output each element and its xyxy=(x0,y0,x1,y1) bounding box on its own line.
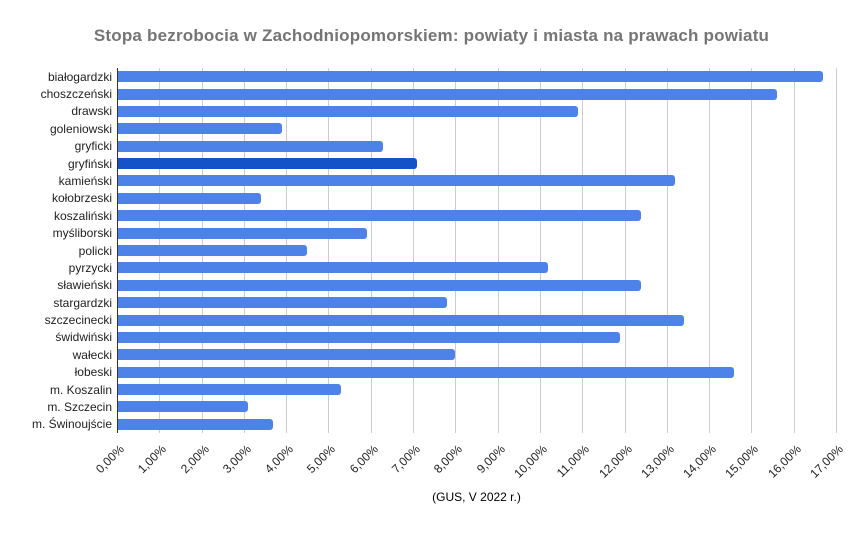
bar xyxy=(118,140,384,152)
category-label: goleniowski xyxy=(49,121,112,136)
category-label: gryfiński xyxy=(67,156,112,171)
x-axis: 0,00% 1,00% 2,00% 3,00% 4,00% 5,00% 6,00% 7,00%… xyxy=(93,433,846,493)
x-axis-title: (GUS, V 2022 r.) xyxy=(432,490,521,504)
category-label: myśliborski xyxy=(52,226,112,241)
bar xyxy=(118,349,456,361)
axis-baseline xyxy=(117,68,118,433)
bar xyxy=(118,71,824,83)
bar xyxy=(118,262,549,274)
bar xyxy=(118,175,676,187)
category-label: kamieński xyxy=(58,173,112,188)
category-label: wałecki xyxy=(72,347,112,362)
gridline xyxy=(539,68,541,433)
category-label: stargardzki xyxy=(53,295,112,310)
category-label: łobeski xyxy=(74,365,112,380)
plot-area: białogardzki choszczeński drawski goleniows… xyxy=(32,68,837,433)
bar xyxy=(118,210,642,222)
gridline xyxy=(836,68,837,433)
gridline xyxy=(455,68,457,433)
category-label: drawski xyxy=(71,104,112,119)
bar-highlighted xyxy=(118,158,418,170)
bar xyxy=(118,384,342,396)
category-label: koszaliński xyxy=(53,208,112,223)
bar xyxy=(118,366,735,378)
bar xyxy=(118,418,274,430)
bar xyxy=(118,227,367,239)
bar xyxy=(118,314,684,326)
gridline xyxy=(413,68,415,433)
category-label: szczecinecki xyxy=(44,313,112,328)
category-label: m. Świnoujście xyxy=(31,417,112,432)
gridline xyxy=(582,68,584,433)
bar xyxy=(118,279,642,291)
gridline xyxy=(666,68,668,433)
bar xyxy=(118,297,447,309)
bar xyxy=(118,105,578,117)
category-label: policki xyxy=(78,243,112,258)
category-label: gryficki xyxy=(74,139,112,154)
category-label: choszczeński xyxy=(40,87,112,102)
gridline xyxy=(624,68,626,433)
gridline xyxy=(497,68,499,433)
gridline xyxy=(751,68,753,433)
category-label: świdwiński xyxy=(55,330,112,345)
gridline xyxy=(370,68,372,433)
bar xyxy=(118,192,261,204)
bar xyxy=(118,88,777,100)
bar xyxy=(118,245,308,256)
category-label: kołobrzeski xyxy=(51,191,112,206)
gridline xyxy=(793,68,795,433)
bar xyxy=(118,331,621,343)
bar xyxy=(118,401,249,413)
chart-title: Stopa bezrobocia w Zachodniopomorskiem: … xyxy=(93,26,770,45)
category-label: białogardzki xyxy=(47,69,112,84)
category-label: m. Szczecin xyxy=(47,399,112,414)
bar xyxy=(118,123,282,135)
category-label: m. Koszalin xyxy=(49,382,112,397)
category-label: pyrzycki xyxy=(68,260,112,275)
gridline xyxy=(709,68,711,433)
gridline xyxy=(328,68,330,433)
category-label: sławieński xyxy=(57,278,112,293)
